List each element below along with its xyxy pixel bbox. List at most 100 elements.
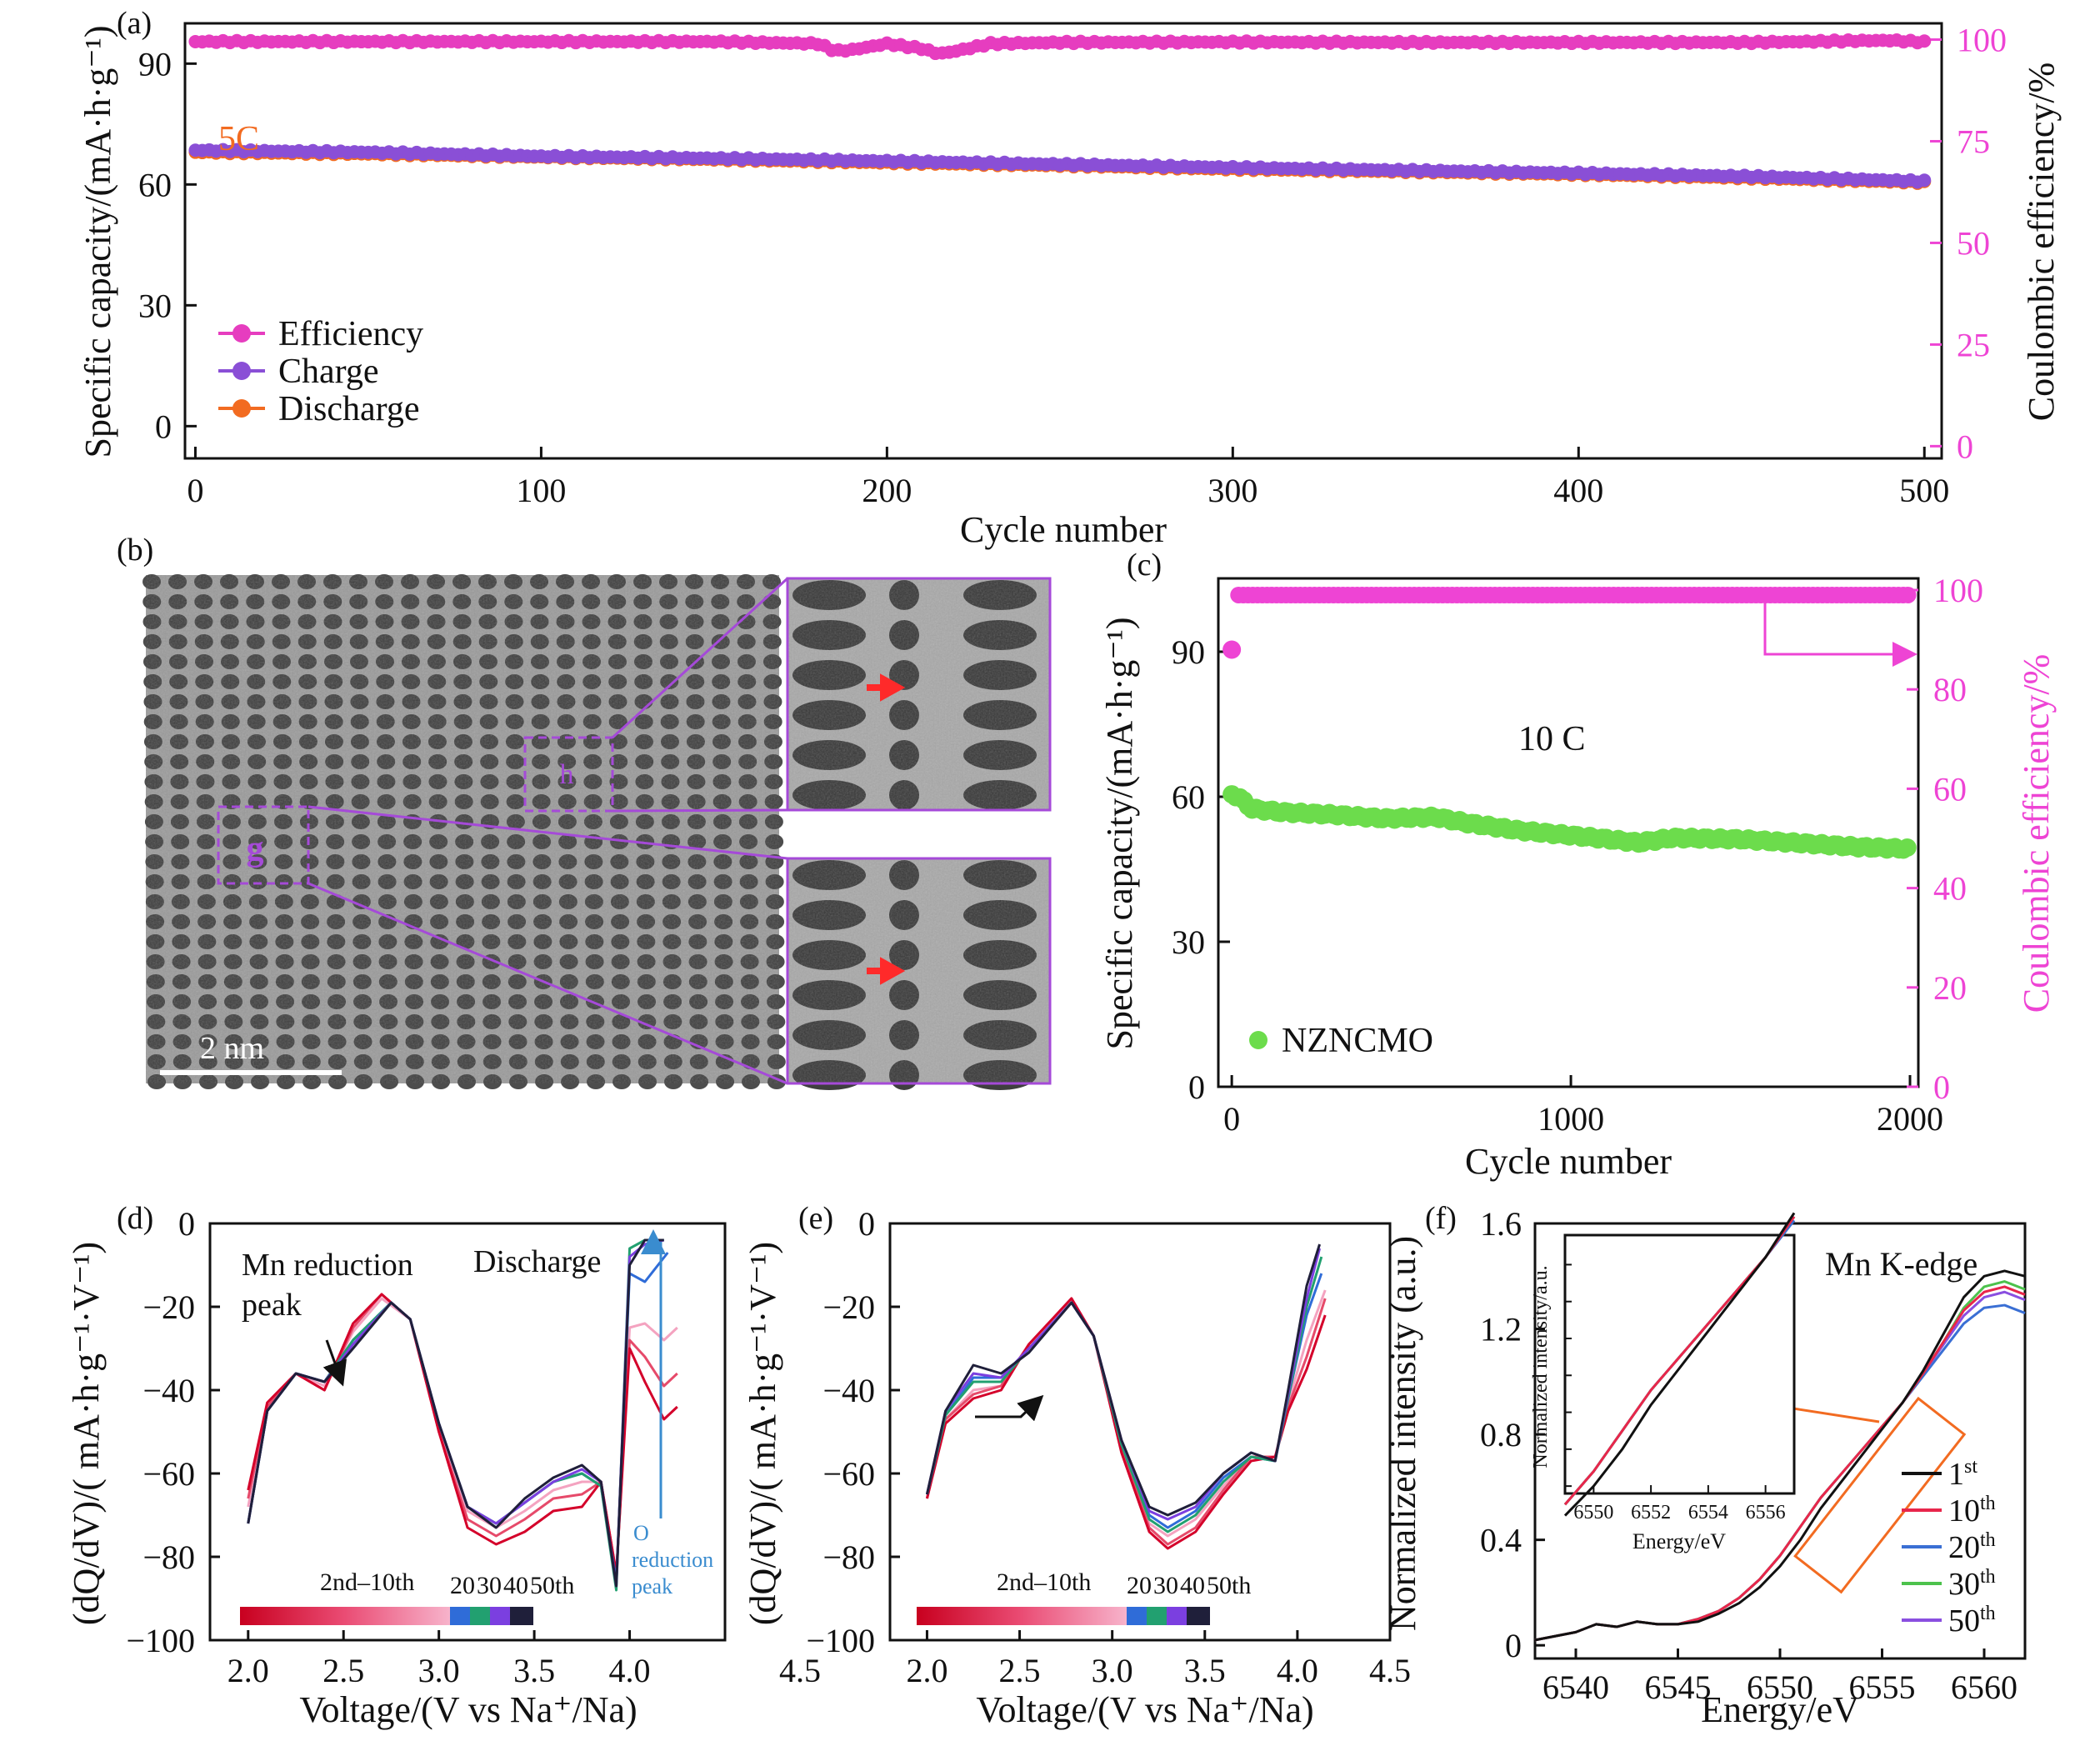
tem-inset-g — [786, 857, 1052, 1090]
series-20 — [925, 1273, 1323, 1529]
y-tick-label: 1.6 — [1480, 1205, 1522, 1243]
x-tick-label: 6550 — [1747, 1668, 1813, 1706]
legend-label: 50th — [1948, 1603, 1996, 1638]
panel-e-label: (e) — [798, 1201, 833, 1236]
y-right-tick-label: 25 — [1957, 326, 1990, 363]
series-30 — [247, 1238, 664, 1592]
x-tick-label: 3.5 — [513, 1652, 555, 1689]
data-point — [1899, 586, 1917, 603]
x-tick-label: 6545 — [1645, 1668, 1712, 1706]
y-right-tick-label: 100 — [1933, 572, 1983, 609]
series-5th — [925, 1297, 1327, 1546]
panel-d-colorbar: 2nd–10th 20 30 40 50th — [240, 1568, 574, 1625]
series-40 — [247, 1238, 665, 1588]
tem-inset-h — [786, 577, 1052, 812]
x-tick-label: 2000 — [1877, 1100, 1943, 1138]
x-tick-label: 2.5 — [322, 1652, 364, 1689]
series-5th — [247, 1293, 678, 1575]
x-tick-label: 300 — [1208, 472, 1258, 509]
y-tick-label: 0.8 — [1480, 1416, 1522, 1453]
x-tick-label: 200 — [862, 472, 912, 509]
x-tick-label: 2.0 — [906, 1652, 948, 1689]
y-tick-label: 60 — [138, 166, 172, 203]
legend-label-discharge: Discharge — [278, 390, 420, 428]
y-tick-label: 90 — [138, 45, 172, 83]
panel-f-inset: 6550 6552 6554 6556 Energy/eV Normalized in… — [1530, 1212, 1796, 1553]
series-efficiency — [1222, 586, 1917, 659]
tem-image — [142, 574, 787, 1089]
y-tick-label: 0 — [1505, 1627, 1522, 1664]
y-tick-label: 90 — [1172, 633, 1205, 671]
axis-pointer-arrow — [1763, 602, 1918, 667]
legend-label: 20th — [1948, 1529, 1996, 1565]
data-point — [1222, 640, 1242, 659]
panel-a-legend: Efficiency Charge Discharge — [218, 315, 423, 428]
y-tick-label: 0 — [155, 408, 172, 445]
colorbar-label-50: 50th — [530, 1572, 574, 1599]
annot-mn-k-edge: Mn K-edge — [1825, 1245, 1978, 1283]
rate-label-10c: 10 C — [1518, 720, 1586, 758]
series-20 — [247, 1252, 669, 1583]
panel-d-ylabel: (dQ/dV)/( mA·h·g⁻¹·V⁻¹) — [66, 1242, 107, 1625]
x-tick-label: 4.0 — [609, 1652, 651, 1689]
y-right-tick-label: 0 — [1933, 1068, 1950, 1106]
inset-x-tick-label: 6554 — [1688, 1502, 1728, 1523]
panel-e-ylabel: (dQ/dV)/( mA·h·g⁻¹·V⁻¹) — [742, 1242, 783, 1625]
legend-marker-efficiency — [232, 324, 251, 343]
x-tick-label: 2.0 — [228, 1652, 269, 1689]
x-tick-label: 6555 — [1849, 1668, 1916, 1706]
inset-x-tick-label: 6550 — [1573, 1502, 1613, 1523]
series-1st — [247, 1238, 664, 1588]
rate-label-5c: 5C — [218, 120, 259, 158]
panel-f-label: (f) — [1425, 1201, 1457, 1236]
data-point — [1898, 838, 1917, 858]
colorbar-label-20: 20 — [450, 1572, 475, 1599]
panel-a-ylabel-left: Specific capacity/(mA·h·g⁻¹) — [78, 26, 118, 458]
red-arrow-icon — [867, 673, 906, 702]
y-tick-label: 60 — [1172, 778, 1205, 816]
x-tick-label: 500 — [1899, 472, 1949, 509]
panel-a-xlabel: Cycle number — [960, 509, 1167, 550]
x-tick-label: 4.5 — [779, 1652, 821, 1689]
x-tick-label: 0 — [1223, 1100, 1240, 1138]
legend-marker-discharge — [232, 399, 251, 418]
x-tick-label: 3.5 — [1184, 1652, 1226, 1689]
y-right-tick-label: 60 — [1933, 770, 1967, 808]
y-tick-label: −60 — [822, 1455, 875, 1493]
inset-x-tick-label: 6556 — [1746, 1502, 1786, 1523]
panel-b: (b) h g 2 nm — [117, 533, 1052, 1090]
x-tick-label: 3.0 — [418, 1652, 460, 1689]
panel-f-xlabel: Energy/eV — [1701, 1689, 1859, 1730]
panel-a-label: (a) — [117, 6, 152, 41]
colorbar-label-2-10: 2nd–10th — [997, 1568, 1091, 1596]
y-tick-label: −100 — [806, 1622, 875, 1659]
y-right-tick-label: 50 — [1957, 224, 1990, 262]
series-efficiency — [188, 33, 1932, 61]
panel-c-frame — [1217, 577, 1920, 1088]
y-right-tick-label: 40 — [1933, 870, 1967, 908]
x-tick-label: 6540 — [1542, 1668, 1609, 1706]
panel-a-ylabel-right: Coulombic efficiency/% — [2021, 63, 2062, 422]
panel-d-frame — [208, 1222, 727, 1642]
shift-arrow — [975, 1394, 1044, 1422]
y-tick-label: −20 — [142, 1288, 195, 1326]
y-tick-label: −20 — [822, 1288, 875, 1326]
red-arrow-icon — [867, 957, 906, 985]
annot-mn-reduction: Mn reduction — [242, 1248, 413, 1283]
annot-o: O — [633, 1521, 649, 1545]
y-tick-label: 0 — [1188, 1068, 1205, 1106]
mn-peak-arrow — [322, 1339, 347, 1387]
series-charge — [188, 143, 1932, 189]
colorbar-label-30: 30 — [1153, 1572, 1178, 1599]
region-box-h — [523, 736, 614, 813]
panel-c-ylabel-right: Coulombic efficiency/% — [2016, 654, 2057, 1013]
legend-label-charge: Charge — [278, 353, 379, 391]
legend-label: 30th — [1948, 1566, 1996, 1602]
y-right-tick-label: 100 — [1957, 22, 2007, 59]
y-right-tick-label: 20 — [1933, 969, 1967, 1007]
inset-x-tick-label: 6552 — [1631, 1502, 1671, 1523]
